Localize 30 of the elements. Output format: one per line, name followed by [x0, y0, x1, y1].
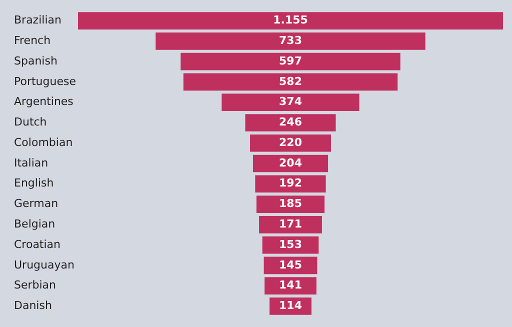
category-label: Croatian [14, 238, 61, 251]
category-label: French [14, 34, 51, 48]
data-label: 582 [279, 74, 302, 88]
category-label: Belgian [14, 218, 56, 231]
data-label: 733 [279, 34, 302, 48]
category-label: Italian [14, 156, 48, 170]
category-label: Danish [14, 299, 52, 312]
data-label: 374 [279, 95, 302, 108]
data-label: 145 [279, 258, 302, 272]
category-label: Serbian [14, 278, 56, 292]
category-label: English [14, 176, 54, 190]
data-label: 246 [279, 116, 302, 129]
data-label: 192 [279, 176, 302, 190]
data-label: 153 [279, 238, 302, 251]
category-label: Portuguese [14, 74, 76, 88]
data-label: 204 [279, 156, 302, 170]
data-label: 141 [279, 278, 302, 292]
category-label: Uruguayan [14, 258, 74, 272]
category-label: Spanish [14, 54, 58, 68]
category-label: Brazilian [14, 14, 62, 27]
data-label: 185 [279, 197, 302, 210]
data-label: 171 [279, 218, 302, 231]
category-label: Colombian [14, 136, 73, 149]
data-label: 114 [279, 299, 302, 312]
data-label: 1.155 [273, 14, 308, 27]
category-label: German [14, 197, 58, 210]
category-label: Argentines [14, 95, 74, 108]
data-label: 220 [279, 136, 302, 149]
data-label: 597 [279, 54, 302, 68]
category-label: Dutch [14, 116, 47, 129]
